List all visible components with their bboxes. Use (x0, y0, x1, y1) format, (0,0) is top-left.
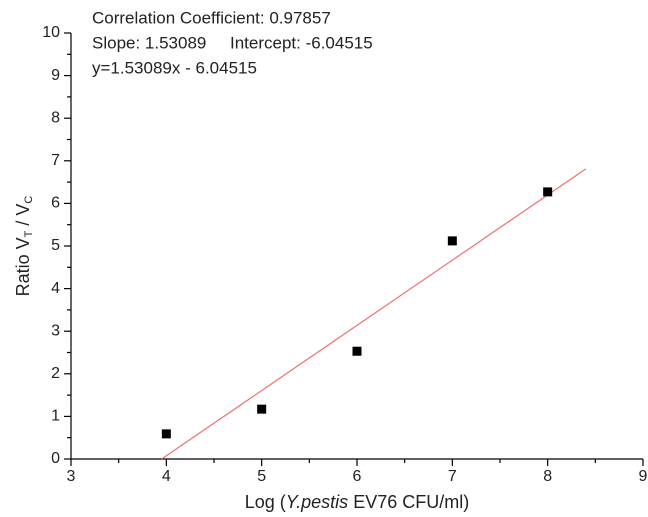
y-tick-label: 9 (51, 67, 60, 84)
y-label-part: Ratio V (13, 237, 33, 296)
y-tick-label: 3 (51, 322, 60, 339)
annotation: y=1.53089x - 6.04515 (92, 58, 257, 77)
y-axis-label: Ratio VT / VC (13, 196, 35, 297)
y-tick-label: 10 (42, 24, 60, 41)
point (447, 236, 457, 246)
y-tick-label: 1 (51, 408, 60, 425)
x-tick-label: 4 (162, 468, 171, 485)
annotation: Correlation Coefficient: 0.97857 (92, 8, 331, 27)
y-tick-label: 6 (51, 195, 60, 212)
y-tick-label: 8 (51, 109, 60, 126)
y-label-sub: C (23, 196, 35, 204)
x-tick-label: 7 (448, 468, 457, 485)
x-label-part: Y.pestis (286, 492, 348, 512)
x-label-part: Log ( (245, 492, 286, 512)
point (257, 404, 267, 414)
x-tick-label: 9 (639, 468, 648, 485)
y-label-part: / V (13, 204, 33, 231)
point (352, 346, 362, 356)
y-tick-label: 5 (51, 237, 60, 254)
x-tick-label: 3 (67, 468, 76, 485)
y-tick-label: 7 (51, 152, 60, 169)
point (161, 429, 171, 439)
y-tick-label: 4 (51, 280, 60, 297)
annotation: Slope: 1.53089 Intercept: -6.04515 (92, 33, 373, 52)
y-label-sub: T (23, 230, 35, 237)
y-tick-label: 0 (51, 450, 60, 467)
fit-line (161, 168, 587, 460)
x-tick-label: 5 (257, 468, 266, 485)
x-tick-label: 8 (543, 468, 552, 485)
x-tick-label: 6 (353, 468, 362, 485)
x-axis-label: Log (Y.pestis EV76 CFU/ml) (245, 492, 469, 512)
x-label-part: EV76 CFU/ml) (348, 492, 469, 512)
point (543, 187, 553, 197)
y-tick-label: 2 (51, 365, 60, 382)
